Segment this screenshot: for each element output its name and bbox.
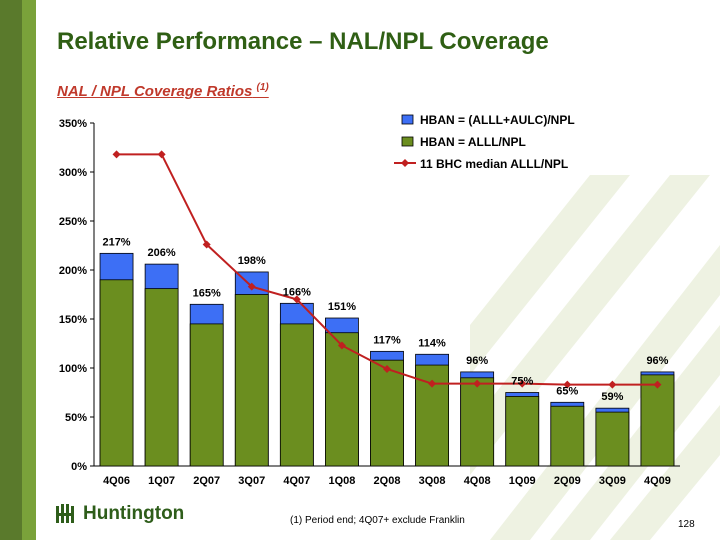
median-point: [653, 380, 662, 389]
median-point: [112, 150, 121, 159]
median-point: [518, 379, 527, 388]
median-point: [563, 380, 572, 389]
subtitle-footnote-marker: (1): [256, 82, 269, 93]
y-tick-label: 150%: [59, 314, 87, 326]
data-label: 75%: [511, 376, 533, 388]
data-label: 166%: [283, 286, 311, 298]
x-tick-label: 4Q08: [464, 475, 491, 487]
x-tick-label: 4Q09: [644, 475, 671, 487]
legend-label-total: HBAN = (ALLL+AULC)/NPL: [420, 113, 575, 127]
data-label: 206%: [148, 247, 176, 259]
x-tick-label: 2Q08: [374, 475, 401, 487]
bar-alll: [640, 374, 675, 467]
bar-alll: [325, 332, 359, 467]
data-label: 117%: [373, 334, 401, 346]
median-point: [247, 282, 256, 291]
legend-swatch-alll: [401, 136, 414, 147]
page-number: 128: [678, 519, 695, 530]
huntington-logo: Huntington: [55, 502, 184, 526]
legend-label-alll: HBAN = ALLL/NPL: [420, 135, 526, 149]
page-title: Relative Performance – NAL/NPL Coverage: [57, 28, 549, 55]
x-tick-label: 4Q07: [283, 475, 310, 487]
data-label: 165%: [193, 287, 221, 299]
data-label: 96%: [646, 355, 668, 367]
y-tick-label: 100%: [59, 363, 87, 375]
sidebar-stripe-bright: [22, 0, 36, 540]
bar-alll: [144, 288, 179, 467]
bar-alll: [370, 359, 404, 467]
x-tick-label: 3Q09: [599, 475, 626, 487]
median-point: [292, 295, 301, 304]
data-label: 198%: [238, 255, 266, 267]
bar-alll: [460, 377, 495, 467]
x-tick-label: 1Q07: [148, 475, 175, 487]
data-label: 65%: [556, 385, 578, 397]
x-tick-label: 1Q08: [328, 475, 355, 487]
footnote: (1) Period end; 4Q07+ exclude Franklin: [290, 515, 465, 526]
y-tick-label: 250%: [59, 216, 87, 228]
x-tick-label: 3Q08: [419, 475, 446, 487]
data-label: 96%: [466, 355, 488, 367]
x-tick-label: 2Q07: [193, 475, 220, 487]
x-tick-label: 1Q09: [509, 475, 536, 487]
y-tick-label: 300%: [59, 167, 87, 179]
bar-alll: [99, 279, 134, 467]
legend-marker-median: [401, 159, 409, 167]
median-point: [473, 379, 482, 388]
data-label: 114%: [418, 337, 446, 349]
bar-alll: [234, 294, 269, 467]
bar-alll: [279, 323, 314, 467]
bar-alll: [505, 396, 540, 467]
logo-text: Huntington: [83, 503, 185, 524]
legend-swatch-total: [401, 114, 414, 125]
y-tick-label: 0%: [71, 461, 87, 473]
sidebar-stripe: [0, 0, 22, 540]
x-tick-label: 3Q07: [238, 475, 265, 487]
chart-subtitle: NAL / NPL Coverage Ratios (1): [57, 82, 269, 100]
y-tick-label: 200%: [59, 265, 87, 277]
median-point: [337, 341, 346, 350]
y-tick-label: 50%: [65, 412, 87, 424]
bar-alll: [550, 405, 585, 467]
data-label: 151%: [328, 301, 356, 313]
data-label: 217%: [102, 236, 130, 248]
data-label: 59%: [601, 391, 623, 403]
bar-alll: [189, 323, 224, 467]
legend-label-median: 11 BHC median ALLL/NPL: [420, 157, 568, 171]
bar-alll: [595, 411, 630, 467]
median-point: [202, 240, 211, 249]
median-point: [608, 380, 617, 389]
median-point: [383, 364, 391, 373]
y-tick-label: 350%: [59, 118, 87, 130]
x-tick-label: 4Q06: [103, 475, 130, 487]
median-point: [157, 150, 166, 159]
median-point: [428, 379, 437, 388]
logo-mark-icon: [56, 504, 74, 523]
subtitle-text: NAL / NPL Coverage Ratios: [57, 83, 253, 100]
x-tick-label: 2Q09: [554, 475, 581, 487]
